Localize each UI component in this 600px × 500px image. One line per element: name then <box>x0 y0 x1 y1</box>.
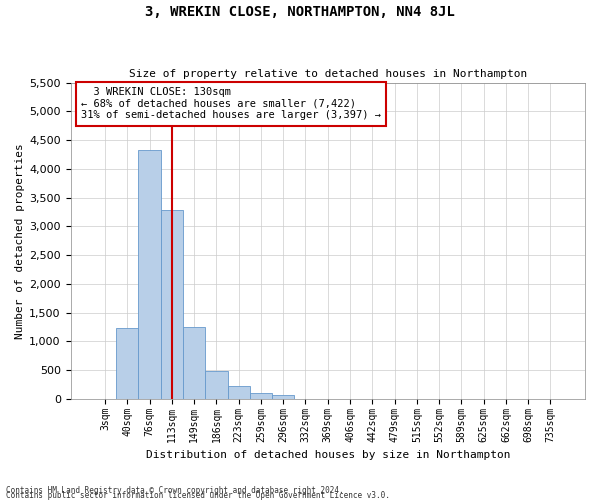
Bar <box>227 386 250 399</box>
Text: 3 WREKIN CLOSE: 130sqm
← 68% of detached houses are smaller (7,422)
31% of semi-: 3 WREKIN CLOSE: 130sqm ← 68% of detached… <box>81 88 381 120</box>
Title: Size of property relative to detached houses in Northampton: Size of property relative to detached ho… <box>128 69 527 79</box>
Y-axis label: Number of detached properties: Number of detached properties <box>15 143 25 338</box>
Bar <box>116 328 139 399</box>
Bar <box>205 371 227 399</box>
Text: 3, WREKIN CLOSE, NORTHAMPTON, NN4 8JL: 3, WREKIN CLOSE, NORTHAMPTON, NN4 8JL <box>145 5 455 19</box>
Text: Contains HM Land Registry data © Crown copyright and database right 2024.: Contains HM Land Registry data © Crown c… <box>6 486 344 495</box>
Bar <box>161 210 183 399</box>
Bar <box>250 393 272 399</box>
Text: Contains public sector information licensed under the Open Government Licence v3: Contains public sector information licen… <box>6 491 390 500</box>
Bar <box>139 150 161 399</box>
Bar <box>183 328 205 399</box>
Bar <box>272 396 295 399</box>
X-axis label: Distribution of detached houses by size in Northampton: Distribution of detached houses by size … <box>146 450 510 460</box>
